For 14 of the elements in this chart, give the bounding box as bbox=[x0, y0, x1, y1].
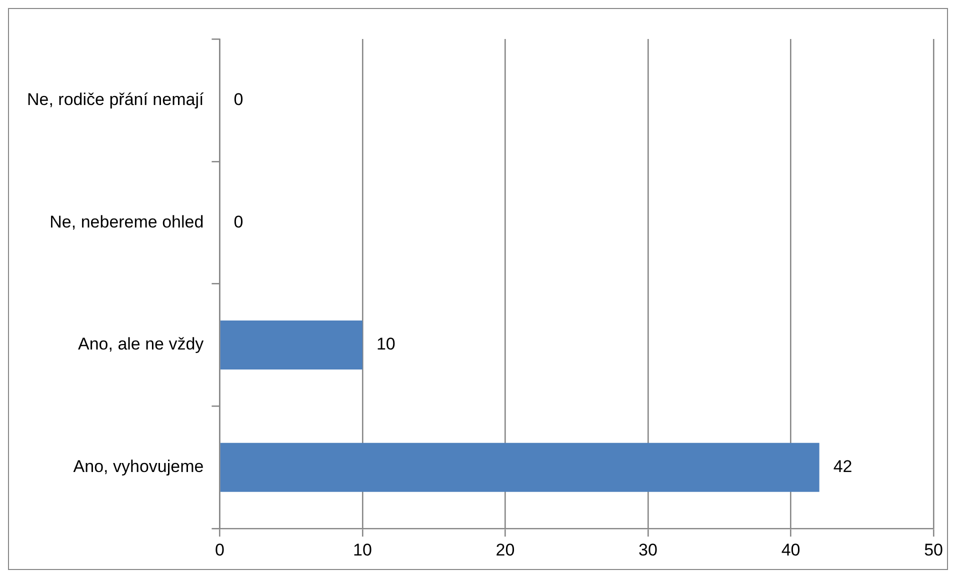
data-label: 0 bbox=[234, 212, 244, 232]
y-tick-label: Ne, nebereme ohled bbox=[50, 212, 204, 232]
x-tick-label: 20 bbox=[496, 540, 515, 560]
x-tick-label: 10 bbox=[353, 540, 372, 560]
x-tick-label: 50 bbox=[924, 540, 944, 560]
y-tick-label: Ano, ale ne vždy bbox=[78, 334, 204, 354]
data-label: 10 bbox=[376, 334, 396, 354]
data-label: 0 bbox=[234, 90, 244, 109]
x-tick-label: 0 bbox=[214, 540, 224, 560]
y-tick-label: Ne, rodiče přání nemají bbox=[26, 90, 204, 109]
y-tick-label: Ano, vyhovujeme bbox=[73, 457, 204, 476]
x-tick-label: 30 bbox=[638, 540, 658, 560]
data-label: 42 bbox=[833, 457, 852, 476]
x-tick-label: 40 bbox=[781, 540, 800, 560]
